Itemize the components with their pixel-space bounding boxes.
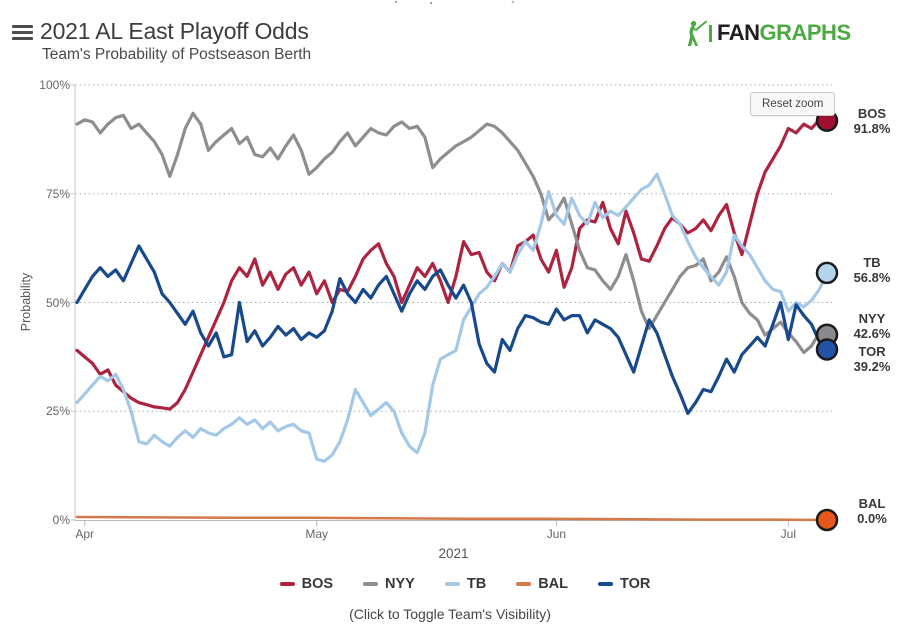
series-endpoint-tb <box>815 261 839 285</box>
x-tick-label-jun: Jun <box>546 527 567 541</box>
end-label-value: 0.0% <box>857 511 887 526</box>
end-label-team: NYY <box>858 310 886 326</box>
y-tick-label-25: 25% <box>45 404 70 419</box>
legend-label-tb: TB <box>466 576 487 592</box>
y-tick-label-75: 75% <box>45 186 70 201</box>
logo-text-fan: FAN <box>717 20 760 45</box>
end-label-team: BOS <box>857 105 887 121</box>
fangraphs-batter-icon <box>687 20 707 46</box>
series-endpoint-bal <box>815 508 839 532</box>
end-label-value: 39.2% <box>853 359 891 375</box>
end-label-tb: TB 56.8% <box>843 255 900 285</box>
legend-label-nyy: NYY <box>385 576 415 592</box>
x-tick-label-may: May <box>305 527 329 541</box>
end-label-value: 42.6% <box>853 325 891 341</box>
end-label-value: 56.8% <box>853 269 891 285</box>
end-label-team: TOR <box>858 344 886 360</box>
legend-item-nyy[interactable]: NYY <box>363 576 415 592</box>
legend-marker-bos <box>279 582 295 586</box>
end-label-bos: BOS 91.8% <box>843 106 900 136</box>
end-label-team: BAL <box>858 496 886 511</box>
legend-item-tor[interactable]: TOR <box>598 576 650 592</box>
series-line-tb[interactable] <box>75 172 829 463</box>
y-tick-label-100: 100% <box>39 78 70 92</box>
page-subtitle: Team's Probability of Postseason Berth <box>42 46 312 63</box>
x-tick-label-apr: Apr <box>75 527 95 541</box>
series-line-bos[interactable] <box>75 118 829 411</box>
legend-item-bal[interactable]: BAL <box>516 576 568 592</box>
x-tick-label-jul: Jul <box>780 527 796 541</box>
y-tick-label-50: 50% <box>45 295 70 310</box>
series-line-tor[interactable] <box>75 244 829 415</box>
series-endpoint-tor <box>815 338 839 361</box>
cropped-text-fragment <box>395 1 397 3</box>
legend-toggle-hint: (Click to Toggle Team's Visibility) <box>349 606 551 622</box>
legend-label-bos: BOS <box>301 576 334 592</box>
legend-marker-bal <box>516 582 532 586</box>
reset-zoom-button[interactable]: Reset zoom <box>750 92 836 116</box>
end-label-nyy: NYY 42.6% <box>843 311 900 341</box>
menu-bar-line <box>12 36 33 41</box>
legend-item-tb[interactable]: TB <box>444 576 487 592</box>
end-label-tor: TOR 39.2% <box>843 344 900 374</box>
y-tick-label-0: 0% <box>52 513 70 527</box>
fangraphs-logo[interactable]: FAN GRAPHS <box>683 20 851 46</box>
series-line-bal[interactable] <box>75 515 829 522</box>
menu-bar-line <box>12 25 33 29</box>
end-label-bal: BAL 0.0% <box>843 496 900 526</box>
legend-marker-tor <box>598 582 614 586</box>
legend-label-tor: TOR <box>620 576 651 592</box>
legend-marker-tb <box>444 582 460 586</box>
legend-label-bal: BAL <box>538 576 569 592</box>
legend-marker-nyy <box>363 582 379 586</box>
legend-item-bos[interactable]: BOS <box>279 576 334 592</box>
logo-text-graphs: GRAPHS <box>759 20 852 45</box>
page-title: 2021 AL East Playoff Odds <box>40 18 309 44</box>
x-axis-title: 2021 <box>438 546 469 561</box>
menu-bar-line <box>12 30 33 35</box>
logo-divider-bar <box>709 24 712 42</box>
series-line-nyy[interactable] <box>75 111 829 355</box>
chart-menu-icon[interactable] <box>12 25 33 42</box>
end-label-value: 91.8% <box>853 120 891 136</box>
chart-legend: BOS NYY TB BAL TOR <box>0 576 900 592</box>
end-label-team: TB <box>863 254 881 270</box>
